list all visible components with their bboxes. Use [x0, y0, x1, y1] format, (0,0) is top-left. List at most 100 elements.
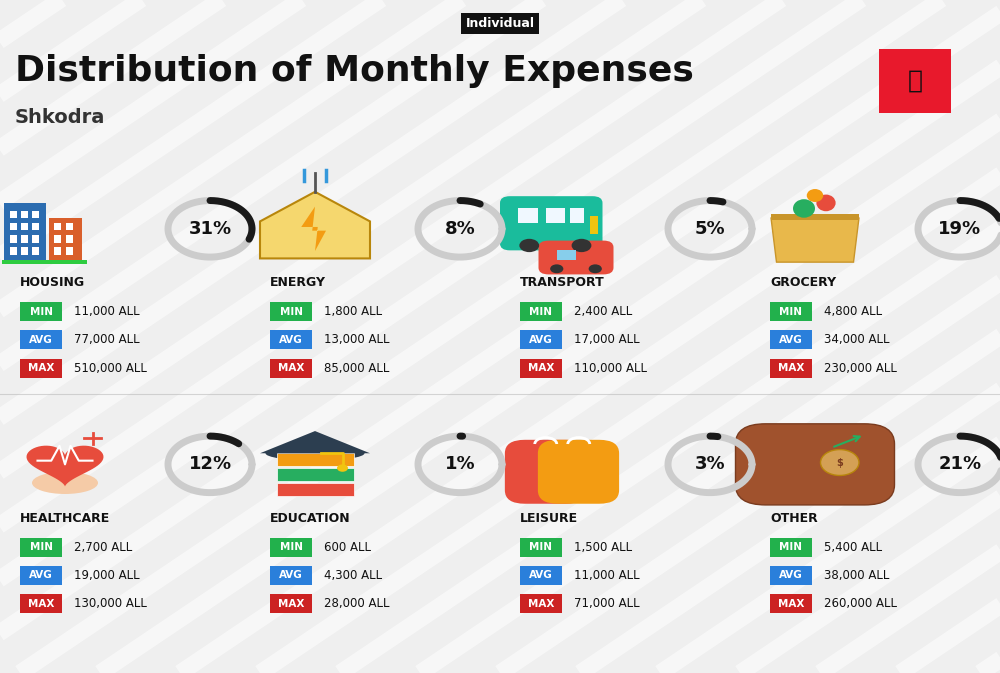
Text: MIN: MIN	[530, 542, 552, 552]
FancyBboxPatch shape	[879, 49, 951, 112]
Text: 85,000 ALL: 85,000 ALL	[324, 361, 389, 375]
Bar	[21, 248, 28, 255]
Polygon shape	[771, 218, 859, 262]
Text: 2,700 ALL: 2,700 ALL	[74, 540, 132, 554]
Text: MIN: MIN	[530, 307, 552, 316]
Text: AVG: AVG	[29, 335, 53, 345]
Circle shape	[572, 239, 591, 252]
Bar	[66, 223, 73, 230]
Text: MAX: MAX	[778, 363, 804, 373]
Text: 4,300 ALL: 4,300 ALL	[324, 569, 382, 582]
Bar	[590, 216, 598, 234]
Text: 38,000 ALL: 38,000 ALL	[824, 569, 889, 582]
Ellipse shape	[82, 431, 104, 446]
Bar	[66, 235, 73, 242]
Text: EDUCATION: EDUCATION	[270, 511, 351, 525]
Bar	[10, 223, 17, 230]
FancyBboxPatch shape	[770, 330, 812, 349]
Bar	[10, 248, 17, 255]
FancyBboxPatch shape	[520, 594, 562, 613]
Text: MIN: MIN	[30, 542, 53, 552]
Text: LEISURE: LEISURE	[520, 511, 578, 525]
Text: 31%: 31%	[188, 220, 232, 238]
FancyBboxPatch shape	[20, 359, 62, 378]
FancyBboxPatch shape	[270, 594, 312, 613]
Text: 1,500 ALL: 1,500 ALL	[574, 540, 632, 554]
Text: 5%: 5%	[695, 220, 725, 238]
Text: MAX: MAX	[278, 599, 304, 608]
Bar	[276, 454, 354, 466]
Text: Shkodra: Shkodra	[15, 108, 105, 127]
Text: ENERGY: ENERGY	[270, 276, 326, 289]
Bar	[54, 248, 61, 255]
FancyBboxPatch shape	[520, 538, 562, 557]
FancyBboxPatch shape	[505, 440, 586, 503]
Bar	[276, 483, 354, 496]
Text: HOUSING: HOUSING	[20, 276, 85, 289]
Bar	[10, 235, 17, 242]
Text: 71,000 ALL: 71,000 ALL	[574, 597, 640, 610]
FancyBboxPatch shape	[270, 330, 312, 349]
Text: 12%: 12%	[188, 456, 232, 473]
Bar	[32, 235, 39, 242]
FancyBboxPatch shape	[270, 538, 312, 557]
Bar	[10, 211, 17, 218]
Text: 3%: 3%	[695, 456, 725, 473]
FancyBboxPatch shape	[20, 538, 62, 557]
Text: 2,400 ALL: 2,400 ALL	[574, 305, 632, 318]
FancyBboxPatch shape	[770, 538, 812, 557]
Text: 110,000 ALL: 110,000 ALL	[574, 361, 647, 375]
Text: 11,000 ALL: 11,000 ALL	[74, 305, 140, 318]
Text: 510,000 ALL: 510,000 ALL	[74, 361, 147, 375]
Circle shape	[589, 264, 602, 273]
FancyBboxPatch shape	[270, 566, 312, 585]
Text: MAX: MAX	[528, 363, 554, 373]
Text: AVG: AVG	[279, 335, 303, 345]
FancyBboxPatch shape	[770, 594, 812, 613]
Bar	[518, 209, 538, 223]
Text: AVG: AVG	[529, 335, 553, 345]
Text: 230,000 ALL: 230,000 ALL	[824, 361, 897, 375]
FancyBboxPatch shape	[520, 359, 562, 378]
Circle shape	[519, 239, 539, 252]
Ellipse shape	[266, 446, 364, 460]
Text: 8%: 8%	[445, 220, 475, 238]
Text: 21%: 21%	[938, 456, 982, 473]
Text: GROCERY: GROCERY	[770, 276, 836, 289]
Text: 77,000 ALL: 77,000 ALL	[74, 333, 140, 347]
Text: 28,000 ALL: 28,000 ALL	[324, 597, 390, 610]
Text: MAX: MAX	[528, 599, 554, 608]
Bar	[546, 209, 565, 223]
Bar	[771, 214, 859, 219]
FancyBboxPatch shape	[770, 566, 812, 585]
Text: 17,000 ALL: 17,000 ALL	[574, 333, 640, 347]
Bar	[66, 248, 73, 255]
FancyBboxPatch shape	[20, 330, 62, 349]
Bar	[2, 260, 87, 264]
Text: 34,000 ALL: 34,000 ALL	[824, 333, 890, 347]
FancyBboxPatch shape	[538, 440, 619, 503]
Bar	[4, 203, 46, 262]
Text: Individual: Individual	[466, 17, 534, 30]
Text: 600 ALL: 600 ALL	[324, 540, 371, 554]
Bar	[48, 218, 82, 262]
Bar	[32, 248, 39, 255]
Text: 19%: 19%	[938, 220, 982, 238]
Bar	[21, 223, 28, 230]
Bar	[276, 468, 354, 481]
Text: 130,000 ALL: 130,000 ALL	[74, 597, 147, 610]
Polygon shape	[260, 431, 370, 454]
FancyBboxPatch shape	[520, 330, 562, 349]
Text: MIN: MIN	[280, 307, 303, 316]
Text: 13,000 ALL: 13,000 ALL	[324, 333, 390, 347]
Text: MAX: MAX	[778, 599, 804, 608]
FancyBboxPatch shape	[270, 302, 312, 321]
FancyBboxPatch shape	[735, 424, 895, 505]
Bar	[54, 235, 61, 242]
Text: 1%: 1%	[445, 456, 475, 473]
Bar	[21, 211, 28, 218]
Polygon shape	[27, 446, 103, 487]
Bar	[32, 211, 39, 218]
Text: MIN: MIN	[30, 307, 53, 316]
Bar	[32, 223, 39, 230]
